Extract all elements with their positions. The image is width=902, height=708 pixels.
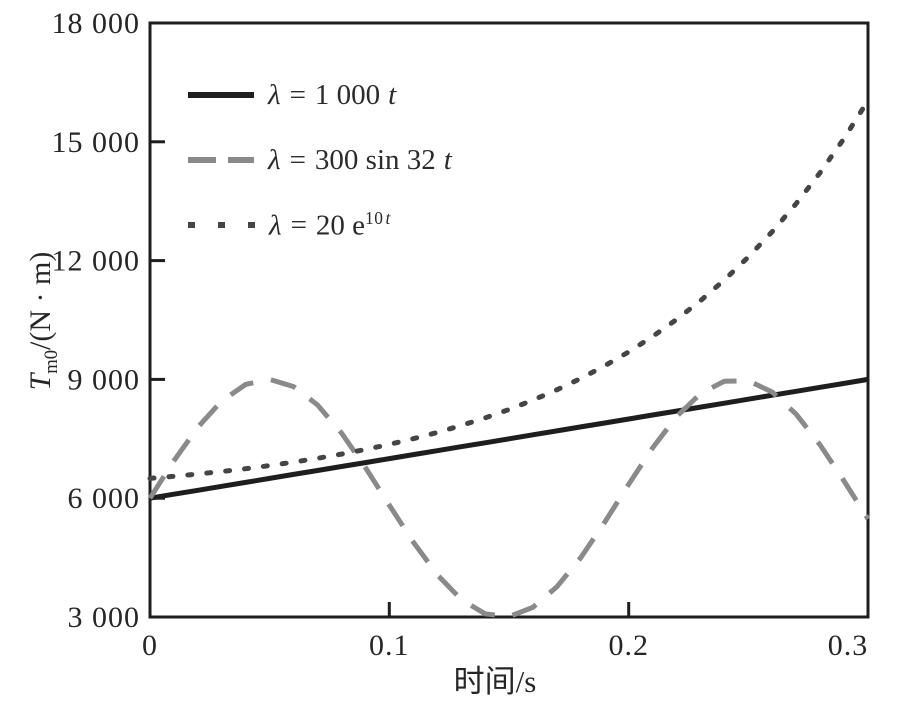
legend-item-dashed: λ = 300 sin 32 t <box>188 139 452 181</box>
x-tick-label: 0.3 <box>828 629 869 662</box>
y-tick-label: 3 000 <box>68 601 141 634</box>
equals-sign: = <box>290 209 307 242</box>
y-axis-variable: T <box>24 373 57 391</box>
legend-label-dotted: λ = 20 e10 t <box>269 208 391 243</box>
legend-swatch-dashed-line <box>188 157 254 163</box>
series-line-dotted <box>147 98 871 481</box>
legend-label-dashed: λ = 300 sin 32 t <box>268 144 452 177</box>
expression-text: 20 e <box>315 209 366 242</box>
exponent-text: 10 t <box>365 207 391 228</box>
y-tick-label: 12 000 <box>52 245 141 278</box>
legend: λ = 1 000 t λ = 300 sin 32 t λ = 20 e10 t <box>188 74 452 269</box>
x-tick-label: 0.2 <box>608 629 649 662</box>
y-tick-label: 9 000 <box>68 363 141 396</box>
lambda-symbol: λ <box>269 209 282 242</box>
y-tick-label: 6 000 <box>68 482 141 515</box>
plot-border <box>148 21 870 619</box>
legend-swatch-solid-line <box>188 92 254 98</box>
legend-swatch-dotted-line <box>188 222 255 228</box>
expression-text: 1 000 <box>314 78 381 111</box>
lambda-symbol: λ <box>268 143 281 176</box>
x-axis-label: 时间/s <box>453 664 537 699</box>
series-line-dashed <box>147 376 871 620</box>
y-axis-units: /(N · m) <box>24 251 57 350</box>
series-line-solid <box>149 376 869 501</box>
y-axis-subscript: m0 <box>41 349 62 374</box>
legend-item-dotted: λ = 20 e10 t <box>188 204 452 246</box>
equals-sign: = <box>289 143 306 176</box>
legend-item-solid: λ = 1 000 t <box>188 74 452 116</box>
x-tick-label: 0 <box>142 629 158 662</box>
y-tick-label: 18 000 <box>52 7 141 40</box>
equals-sign: = <box>289 78 306 111</box>
x-tick-label: 0.1 <box>369 629 410 662</box>
time-variable: t <box>388 78 397 111</box>
y-axis-label: Tm0/(N · m) <box>24 171 66 471</box>
legend-label-solid: λ = 1 000 t <box>268 79 396 112</box>
y-tick-label: 15 000 <box>52 126 141 159</box>
lambda-symbol: λ <box>268 78 281 111</box>
expression-text: 300 sin 32 <box>314 143 436 176</box>
time-variable: t <box>443 143 452 176</box>
